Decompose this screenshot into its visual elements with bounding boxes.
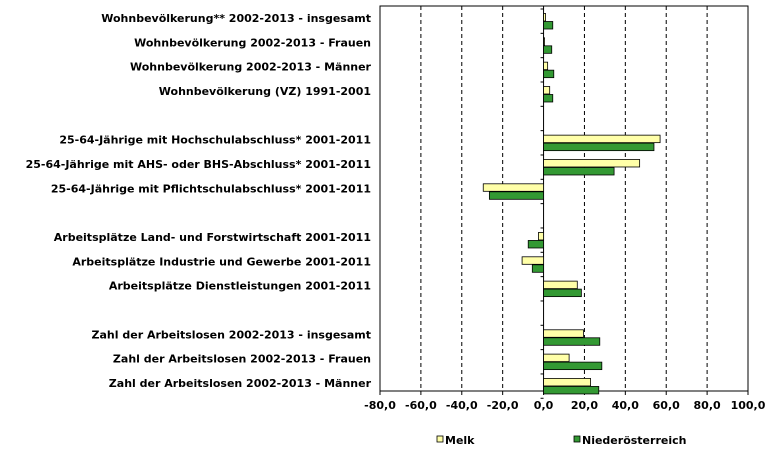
bar-melk xyxy=(543,134,661,144)
bar-niederoesterreich xyxy=(543,142,655,152)
category-label: Wohnbevölkerung 2002-2013 - Männer xyxy=(130,61,372,74)
legend-swatch-melk xyxy=(436,435,444,443)
x-tick-label: 100,0 xyxy=(731,399,766,412)
bar-niederoesterreich xyxy=(543,386,600,395)
category-label: Zahl der Arbeitslosen 2002-2013 - Männer xyxy=(109,377,372,390)
bar-niederoesterreich xyxy=(527,240,544,249)
x-tick-label: -40,0 xyxy=(446,399,478,412)
category-label: Arbeitsplätze Land- und Forstwirtschaft … xyxy=(54,231,371,244)
bar-niederoesterreich xyxy=(531,264,544,273)
category-label: Zahl der Arbeitslosen 2002-2013 - insges… xyxy=(92,328,371,341)
bar-melk xyxy=(543,37,545,46)
legend: Melk Niederösterreich xyxy=(436,434,686,447)
x-tick-label: 0,0 xyxy=(534,399,554,412)
bar-melk xyxy=(543,280,578,290)
bar-melk xyxy=(543,378,591,387)
bar-melk xyxy=(543,13,546,22)
bar-melk xyxy=(482,183,544,192)
bar-niederoesterreich xyxy=(543,288,582,298)
category-label: 25-64-Jährige mit Hochschulabschluss* 20… xyxy=(59,134,371,147)
bars xyxy=(482,13,661,395)
category-label: Arbeitsplätze Dienstleistungen 2001-2011 xyxy=(109,280,371,293)
bar-melk xyxy=(543,353,570,363)
bar-melk xyxy=(521,256,544,265)
bar-niederoesterreich xyxy=(543,167,615,176)
x-tick-label: 80,0 xyxy=(694,399,721,412)
legend-swatch-niederoesterreich xyxy=(573,435,581,443)
bar-niederoesterreich xyxy=(543,94,554,103)
bar-niederoesterreich xyxy=(543,337,601,346)
bar-niederoesterreich xyxy=(488,191,544,200)
legend-label-melk: Melk xyxy=(445,434,475,447)
category-label: Wohnbevölkerung (VZ) 1991-2001 xyxy=(159,85,371,98)
category-label: Zahl der Arbeitslosen 2002-2013 - Frauen xyxy=(113,353,371,366)
x-tick-label: -60,0 xyxy=(405,399,437,412)
x-tick-label: -80,0 xyxy=(364,399,396,412)
bar-melk xyxy=(543,61,549,71)
x-tick-label: 40,0 xyxy=(612,399,639,412)
bar-melk xyxy=(543,159,641,168)
bar-niederoesterreich xyxy=(543,21,554,30)
category-label: Arbeitsplätze Industrie und Gewerbe 2001… xyxy=(72,255,371,268)
x-axis-tick-labels: -80,0 -60,0 -40,0 -20,0 0,0 20,0 40,0 60,0 80,0 1… xyxy=(364,399,766,412)
bar-niederoesterreich xyxy=(543,45,553,54)
x-tick-label: 20,0 xyxy=(571,399,598,412)
category-labels: Wohnbevölkerung** 2002-2013 - insgesamt W… xyxy=(26,12,372,390)
x-tick-label: 60,0 xyxy=(653,399,680,412)
bar-melk xyxy=(538,232,544,241)
legend-label-niederoesterreich: Niederösterreich xyxy=(582,434,686,447)
category-label: Wohnbevölkerung** 2002-2013 - insgesamt xyxy=(101,12,371,25)
category-label: 25-64-Jährige mit AHS- oder BHS-Abschlus… xyxy=(26,158,371,171)
bar-niederoesterreich xyxy=(543,361,603,371)
category-label: 25-64-Jährige mit Pflichtschulabschluss*… xyxy=(51,182,371,195)
x-tick-label: -20,0 xyxy=(487,399,519,412)
bar-melk xyxy=(543,86,551,95)
category-label: Wohnbevölkerung 2002-2013 - Frauen xyxy=(134,36,371,49)
bar-melk xyxy=(543,329,584,338)
bar-niederoesterreich xyxy=(543,69,555,79)
